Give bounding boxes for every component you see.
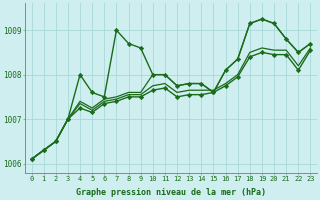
X-axis label: Graphe pression niveau de la mer (hPa): Graphe pression niveau de la mer (hPa) <box>76 188 266 197</box>
